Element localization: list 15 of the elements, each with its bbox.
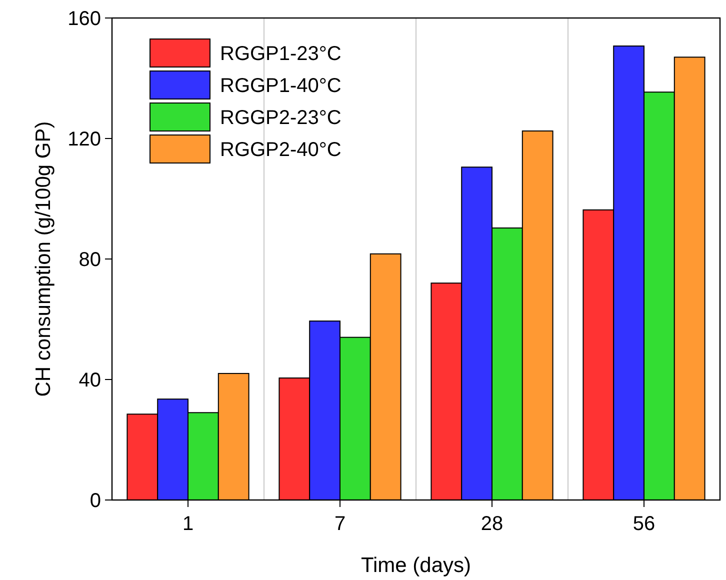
x-tick-label: 1 — [182, 513, 194, 535]
legend-label: RGGP2-40°C — [220, 139, 342, 161]
x-tick-label: 56 — [632, 513, 656, 535]
y-tick-label: 0 — [90, 490, 101, 512]
y-tick-label: 160 — [68, 8, 101, 30]
y-tick-label: 80 — [78, 249, 101, 271]
y-axis-title: CH consumption (g/100g GP) — [32, 121, 55, 397]
y-tick-label: 120 — [68, 128, 101, 150]
legend-label: RGGP1-23°C — [220, 43, 342, 65]
x-axis-title: Time (days) — [360, 554, 472, 577]
legend-label: RGGP2-23°C — [220, 107, 342, 129]
x-tick-label: 7 — [334, 513, 346, 535]
legend-label: RGGP1-40°C — [220, 75, 342, 97]
x-tick-label: 28 — [480, 513, 504, 535]
y-tick-label: 40 — [78, 370, 101, 392]
